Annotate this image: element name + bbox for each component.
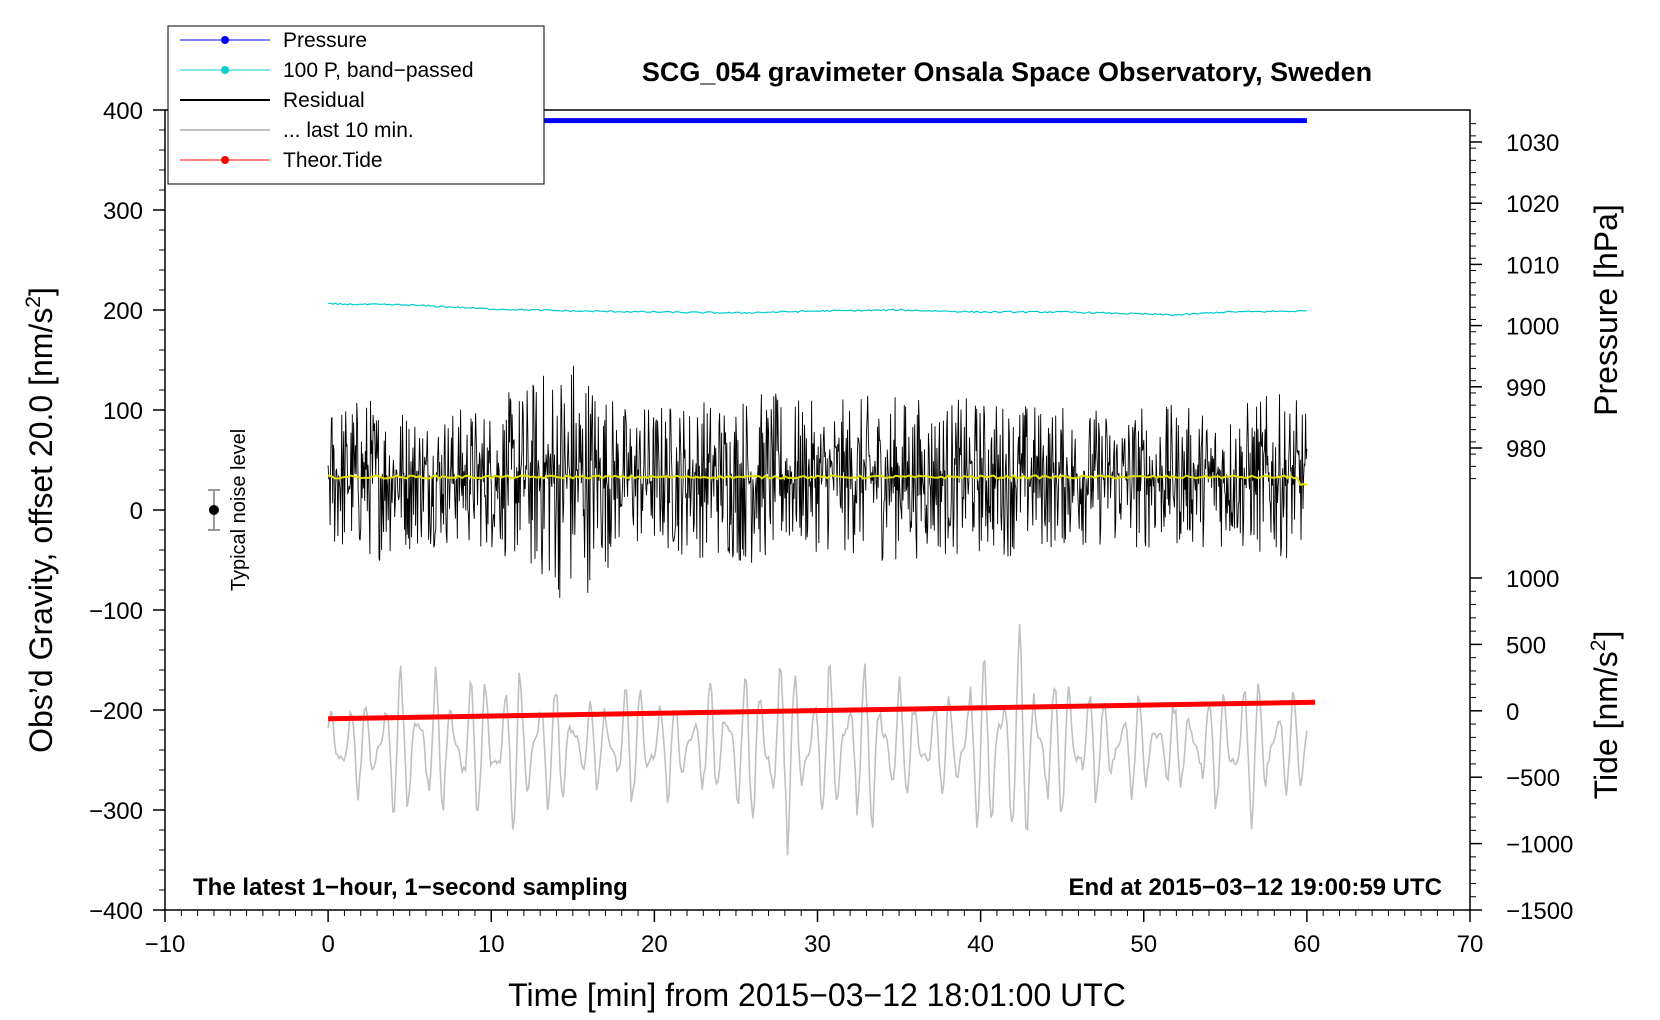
tide-tick-label: 500 [1506,632,1546,659]
noise-point [208,505,219,515]
tide-tick-label: 1000 [1506,566,1559,593]
chart-title: SCG_054 gravimeter Onsala Space Observat… [642,57,1372,87]
pressure-tick-label: 1020 [1506,191,1559,218]
legend-label: Residual [283,89,365,112]
x-tick-label: 10 [478,931,505,958]
y-tick-label: −200 [89,698,143,725]
noise-level-label: Typical noise level [228,429,250,591]
annotation-right: End at 2015−03−12 19:00:59 UTC [1068,874,1442,901]
tide-tick-label: −1000 [1506,832,1573,859]
pressure-tick-label: 990 [1506,375,1546,402]
y-axis-label-tide: Tide [nm/s2] [1587,631,1624,800]
legend-label: Pressure [283,29,367,52]
y-tick-label: 0 [130,498,143,525]
legend-label: 100 P, band−passed [283,59,474,82]
legend: Pressure 100 P, band−passed Residual ... la… [167,25,545,185]
series-last-10-min [327,623,1308,856]
noise-level-bar [207,489,220,531]
y-tick-label: −100 [89,598,143,625]
pressure-tick-label: 1010 [1506,252,1559,279]
series-band-passed-pressure [328,302,1307,317]
y-tick-label: 100 [103,398,143,425]
legend-label: Theor.Tide [283,149,383,172]
pressure-tick-label: 1000 [1506,314,1559,341]
y-tick-label: 300 [103,198,143,225]
legend-marker [221,156,229,164]
y-tick-label: −300 [89,798,143,825]
x-tick-label: −10 [145,931,186,958]
x-tick-label: 20 [641,931,668,958]
tide-tick-label: −1500 [1506,898,1573,925]
y-axis-left: 400 300 200 100 0 −100 −200 −300 −400 [89,98,165,925]
series-theoretical-tide [328,699,1316,722]
y-tick-label: 200 [103,298,143,325]
y-axis-pressure: 1030 1020 1010 1000 990 980 [1470,123,1559,480]
tide-tick-label: −500 [1506,765,1560,792]
y-axis-label-pressure: Pressure [hPa] [1588,204,1624,416]
legend-marker [221,36,229,44]
pressure-tick-label: 980 [1506,436,1546,463]
x-tick-label: 30 [804,931,831,958]
x-axis: −10 0 10 20 30 40 50 60 70 [145,910,1484,958]
x-tick-label: 50 [1130,931,1157,958]
x-axis-label: Time [min] from 2015−03−12 18:01:00 UTC [508,977,1126,1013]
annotation-left: The latest 1−hour, 1−second sampling [193,874,628,901]
y-axis-tide: 1000 500 0 −500 −1000 −1500 [1470,566,1573,925]
legend-label: ... last 10 min. [283,119,414,142]
series-residual-mean [327,474,1308,486]
pressure-tick-label: 1030 [1506,130,1559,157]
series-residual [327,365,1308,598]
y-tick-label: 400 [103,98,143,125]
y-tick-label: −400 [89,898,143,925]
x-tick-label: 0 [321,931,334,958]
x-tick-label: 40 [967,931,994,958]
tide-tick-label: 0 [1506,699,1519,726]
x-tick-label: 60 [1294,931,1321,958]
legend-marker [221,66,229,74]
y-axis-label-left: Obs’d Gravity, offset 20.0 [nm/s2] [22,287,59,753]
x-tick-label: 70 [1457,931,1484,958]
